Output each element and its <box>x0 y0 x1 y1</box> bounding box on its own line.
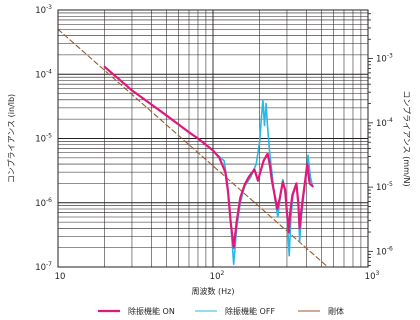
y-right-tick-label: 10-5 <box>376 181 393 193</box>
y-left-tick-label: 10-4 <box>35 68 52 80</box>
series-lines <box>57 28 329 268</box>
y-left-tick-label: 10-3 <box>35 4 52 16</box>
x-tick-label: 103 <box>365 270 380 282</box>
legend-label: 除振機能 OFF <box>225 306 275 316</box>
y-left-axis-title: コンプライアンス (in/lb) <box>7 94 16 183</box>
y-left-tick-label: 10-6 <box>35 197 52 209</box>
series-line-on <box>103 65 314 249</box>
legend-item-on: 除振機能 ON <box>98 306 175 316</box>
legend-item-rigid: 剛体 <box>298 306 344 316</box>
series-line-off <box>103 66 314 266</box>
y-left-tick-label: 10-5 <box>35 133 52 145</box>
y-left-tick-label: 10-7 <box>35 261 52 273</box>
legend-item-off: 除振機能 OFF <box>195 306 275 316</box>
x-tick-label: 10 <box>55 272 66 282</box>
legend-label: 剛体 <box>328 306 344 316</box>
legend: 除振機能 ON 除振機能 OFF 剛体 <box>98 306 344 316</box>
y-right-tick-label: 10-4 <box>376 117 393 129</box>
y-left-tick-labels: 10-3 10-4 10-5 10-6 10-7 <box>35 4 52 273</box>
y-right-tick-label: 10-6 <box>376 245 393 257</box>
y-right-tick-labels: 10-3 10-4 10-5 10-6 <box>376 53 393 258</box>
plot-frame <box>57 9 369 268</box>
y-right-tick-label: 10-3 <box>376 53 393 65</box>
x-tick-label: 102 <box>210 270 225 282</box>
grid <box>58 10 373 267</box>
legend-label: 除振機能 ON <box>128 306 175 316</box>
y-right-axis-title: コンプライアンス (mm/N) <box>402 90 411 186</box>
x-tick-labels: 10 102 103 <box>55 270 380 282</box>
x-axis-title: 周波数 (Hz) <box>192 286 235 296</box>
series-line-rigid <box>57 28 329 268</box>
